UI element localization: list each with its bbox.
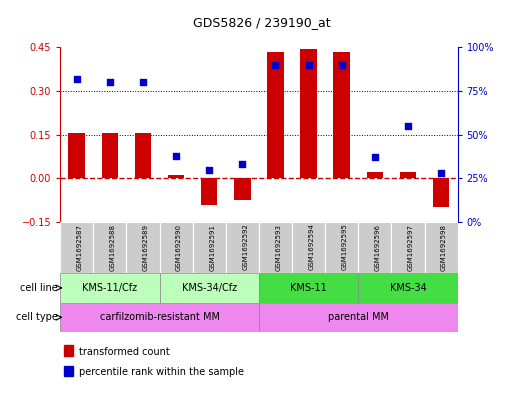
Text: KMS-34/Cfz: KMS-34/Cfz [181, 283, 237, 293]
Text: cell type: cell type [16, 312, 58, 322]
Point [271, 61, 280, 68]
Point [73, 75, 81, 82]
Bar [358, 222, 391, 273]
Point [106, 79, 114, 85]
Text: GSM1692595: GSM1692595 [342, 224, 348, 270]
Text: GSM1692597: GSM1692597 [408, 224, 414, 270]
Point [337, 61, 346, 68]
Bar [267, 51, 283, 178]
Text: GSM1692598: GSM1692598 [441, 224, 447, 270]
Bar [433, 178, 449, 208]
Text: GSM1692588: GSM1692588 [110, 224, 116, 270]
Text: transformed count: transformed count [79, 347, 169, 356]
Text: GSM1692594: GSM1692594 [309, 224, 314, 270]
Text: GSM1692589: GSM1692589 [143, 224, 149, 270]
Bar [259, 222, 292, 273]
Text: GDS5826 / 239190_at: GDS5826 / 239190_at [192, 16, 331, 29]
Bar [358, 273, 458, 303]
Text: carfilzomib-resistant MM: carfilzomib-resistant MM [99, 312, 220, 322]
Bar [64, 345, 73, 356]
Bar [226, 222, 259, 273]
Bar [325, 222, 358, 273]
Bar [160, 222, 192, 273]
Point [371, 154, 379, 160]
Bar [60, 222, 93, 273]
Text: KMS-11/Cfz: KMS-11/Cfz [82, 283, 138, 293]
Bar [334, 51, 350, 178]
Bar [64, 366, 73, 376]
Point [139, 79, 147, 85]
Point [172, 152, 180, 159]
Text: GSM1692587: GSM1692587 [77, 224, 83, 270]
Text: KMS-34: KMS-34 [390, 283, 426, 293]
Bar [425, 222, 458, 273]
Bar [127, 222, 160, 273]
Bar [300, 49, 317, 178]
Bar [201, 178, 218, 204]
Bar [168, 175, 185, 178]
Bar [259, 303, 458, 332]
Bar [367, 173, 383, 178]
Text: GSM1692596: GSM1692596 [375, 224, 381, 270]
Bar [60, 303, 259, 332]
Bar [292, 222, 325, 273]
Bar [93, 222, 127, 273]
Text: percentile rank within the sample: percentile rank within the sample [79, 367, 244, 377]
Bar [234, 178, 251, 200]
Bar [160, 273, 259, 303]
Bar [60, 273, 160, 303]
Bar [135, 133, 151, 178]
Text: GSM1692591: GSM1692591 [209, 224, 215, 270]
Point [304, 61, 313, 68]
Text: KMS-11: KMS-11 [290, 283, 327, 293]
Text: cell line: cell line [20, 283, 58, 293]
Point [205, 167, 213, 173]
Text: GSM1692592: GSM1692592 [242, 224, 248, 270]
Bar [259, 273, 358, 303]
Bar [192, 222, 226, 273]
Bar [69, 133, 85, 178]
Point [404, 123, 412, 129]
Bar [101, 133, 118, 178]
Point [437, 170, 445, 176]
Bar [400, 173, 416, 178]
Text: GSM1692593: GSM1692593 [276, 224, 281, 270]
Text: parental MM: parental MM [328, 312, 389, 322]
Text: GSM1692590: GSM1692590 [176, 224, 182, 270]
Bar [391, 222, 425, 273]
Point [238, 161, 246, 167]
